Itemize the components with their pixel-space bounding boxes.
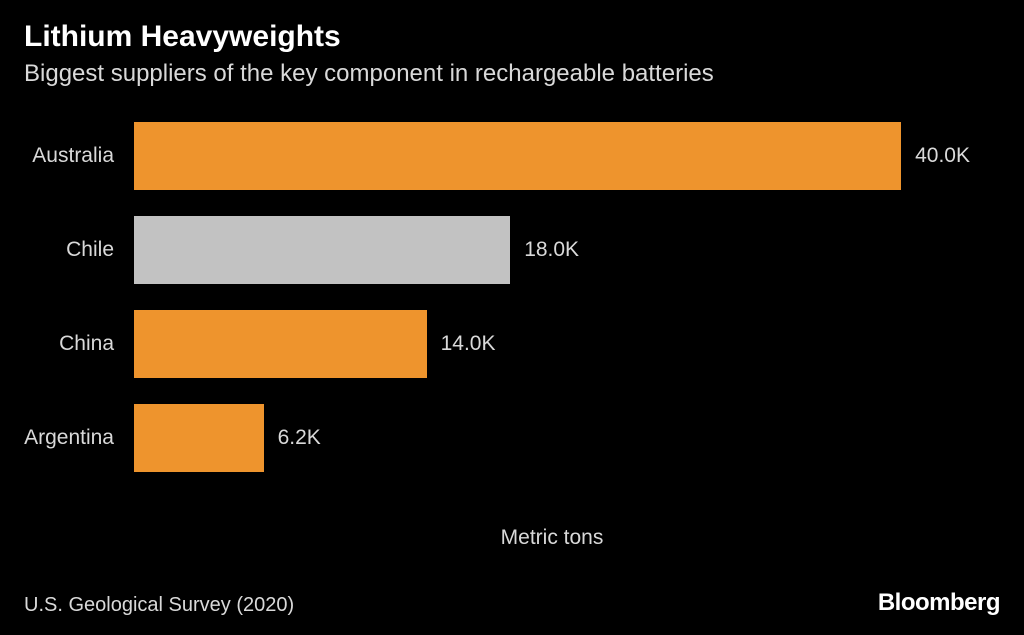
bar-track: 14.0K: [134, 310, 970, 378]
chart-footer: U.S. Geological Survey (2020) Bloomberg: [24, 589, 1000, 617]
bar-value: 6.2K: [278, 426, 321, 450]
bar-track: 40.0K: [134, 122, 970, 190]
bar-label: China: [24, 332, 124, 356]
chart-container: Lithium Heavyweights Biggest suppliers o…: [0, 0, 1024, 635]
bar-row-china: China 14.0K: [134, 310, 970, 378]
x-axis-label: Metric tons: [501, 526, 604, 550]
bar-track: 18.0K: [134, 216, 970, 284]
bar-fill: [134, 216, 510, 284]
bar-track: 6.2K: [134, 404, 970, 472]
chart-subtitle: Biggest suppliers of the key component i…: [24, 60, 1000, 88]
bar-fill: [134, 310, 427, 378]
chart-title: Lithium Heavyweights: [24, 20, 1000, 54]
bar-row-argentina: Argentina 6.2K: [134, 404, 970, 472]
bar-fill: [134, 404, 264, 472]
bar-label: Australia: [24, 144, 124, 168]
chart-area: Australia 40.0K Chile 18.0K China 14.0K …: [24, 122, 1000, 550]
bar-row-australia: Australia 40.0K: [134, 122, 970, 190]
bar-fill: [134, 122, 901, 190]
bar-label: Argentina: [24, 426, 124, 450]
bar-value: 40.0K: [915, 144, 970, 168]
bar-row-chile: Chile 18.0K: [134, 216, 970, 284]
source-attribution: U.S. Geological Survey (2020): [24, 594, 294, 617]
bar-value: 14.0K: [441, 332, 496, 356]
bar-label: Chile: [24, 238, 124, 262]
brand-logo: Bloomberg: [878, 589, 1000, 617]
bar-value: 18.0K: [524, 238, 579, 262]
